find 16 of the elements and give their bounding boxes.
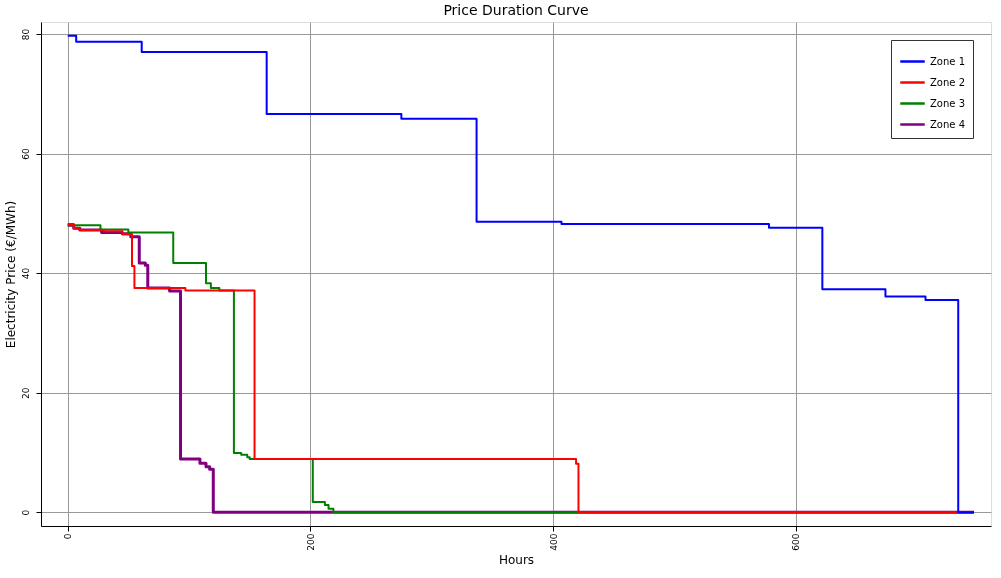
legend-label: Zone 1: [930, 55, 965, 67]
y-tick-label: 40: [20, 267, 31, 280]
legend-label: Zone 4: [930, 118, 965, 130]
y-tick-label: 60: [20, 148, 31, 160]
legend-label: Zone 3: [930, 97, 965, 109]
y-tick-label: 20: [20, 387, 31, 399]
x-tick-label: 200: [305, 533, 316, 551]
y-axis-title: Electricity Price (€/MWh): [3, 200, 18, 349]
x-tick-label: 400: [548, 533, 559, 551]
x-tick-label: 600: [791, 533, 802, 551]
y-tick-label: 80: [20, 28, 31, 41]
x-tick-label: 0: [63, 533, 74, 540]
y-tick-label: 0: [20, 509, 31, 516]
x-axis-title: Hours: [498, 552, 535, 567]
chart-title: Price Duration Curve: [443, 2, 589, 18]
legend-label: Zone 2: [930, 76, 965, 88]
